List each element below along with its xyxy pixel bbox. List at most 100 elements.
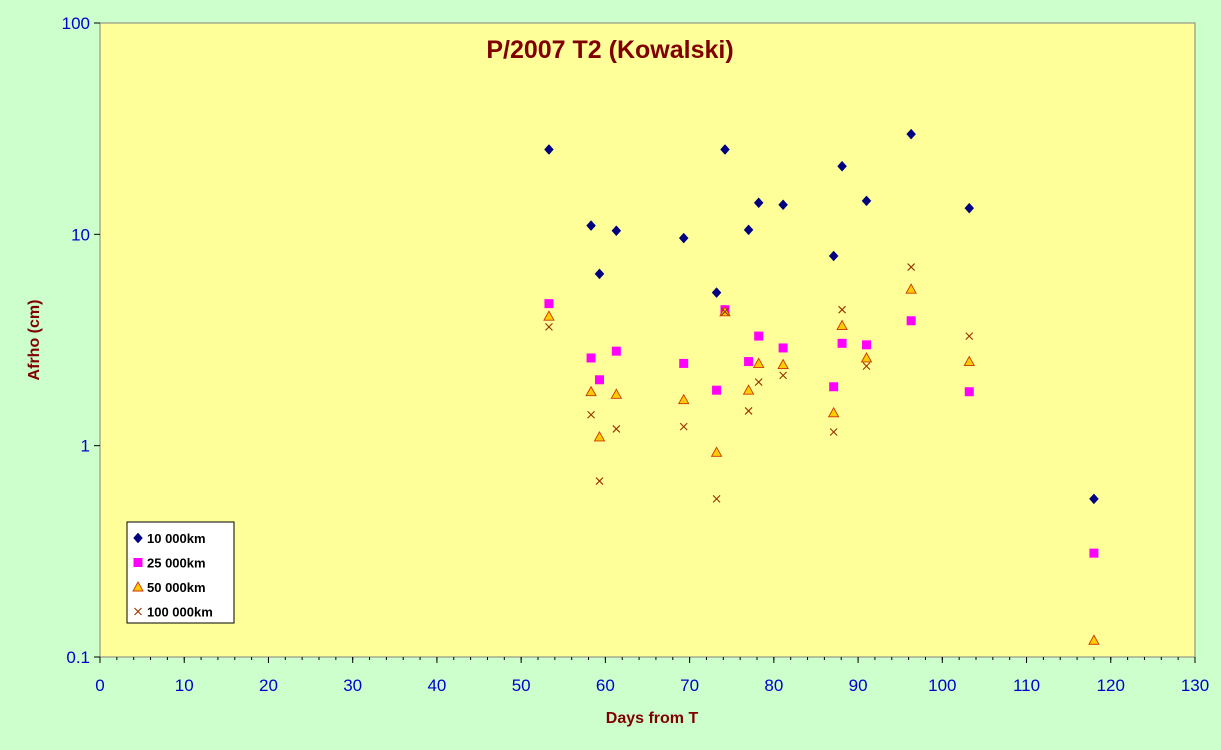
x-tick-label: 40	[427, 676, 446, 695]
data-point	[754, 331, 764, 341]
data-point	[838, 305, 846, 314]
plot-area	[99, 22, 1196, 658]
data-point	[677, 393, 690, 405]
data-point	[743, 224, 754, 236]
legend-label: 25 000km	[147, 556, 206, 571]
data-point	[778, 199, 788, 211]
x-tick-label: 120	[1097, 676, 1125, 695]
x-tick-label: 10	[175, 676, 194, 695]
series-diamond	[544, 128, 1099, 505]
data-point	[594, 268, 605, 280]
series-x	[545, 263, 974, 503]
y-tick-label: 100	[62, 14, 90, 33]
x-tick-label: 80	[764, 676, 783, 695]
legend-box	[126, 521, 235, 624]
data-point	[744, 357, 754, 367]
x-tick-label: 30	[343, 676, 362, 695]
data-point	[907, 263, 916, 271]
data-point	[1089, 548, 1099, 558]
legend-label: 100 000km	[147, 605, 213, 620]
data-point	[545, 322, 553, 331]
data-point	[906, 128, 916, 140]
data-point	[720, 144, 730, 155]
data-points	[543, 128, 1100, 645]
data-point	[906, 316, 916, 326]
x-tick-label: 70	[680, 676, 699, 695]
data-point	[742, 384, 755, 395]
legend-marker	[134, 607, 142, 616]
data-point	[543, 310, 555, 321]
y-tick-label: 0.1	[66, 648, 90, 667]
data-point	[710, 446, 723, 457]
x-tick-label: 90	[849, 676, 868, 695]
data-point	[544, 144, 554, 155]
data-point	[827, 406, 840, 418]
data-point	[861, 195, 872, 207]
x-tick-label: 50	[512, 676, 531, 695]
data-point	[594, 375, 604, 385]
data-point	[711, 287, 722, 298]
data-point	[587, 410, 595, 419]
data-point	[611, 225, 622, 237]
data-point	[965, 332, 974, 340]
data-point	[611, 346, 621, 356]
data-point	[778, 343, 788, 353]
data-point	[779, 371, 788, 380]
data-point	[1089, 493, 1099, 505]
x-tick-label: 110	[1013, 676, 1040, 695]
data-point	[612, 425, 621, 433]
data-point	[752, 357, 765, 368]
y-axis-title: Afrho (cm)	[26, 300, 43, 381]
data-point	[678, 232, 689, 244]
legend: 10 000km 25 000km 50 000km 100 000km	[126, 521, 235, 624]
data-point	[586, 220, 596, 231]
x-tick-label: 20	[259, 676, 278, 695]
data-point	[836, 319, 848, 331]
x-tick-label: 130	[1181, 676, 1209, 695]
data-point	[862, 362, 871, 370]
legend-label: 50 000km	[147, 580, 206, 595]
x-tick-label: 0	[95, 676, 104, 695]
legend-marker	[133, 558, 143, 567]
data-point	[963, 355, 976, 367]
legend-marker	[133, 532, 143, 544]
data-point	[712, 494, 721, 503]
data-point	[777, 358, 789, 370]
data-point	[744, 407, 753, 415]
data-point	[593, 430, 606, 442]
x-tick-label: 100	[928, 676, 956, 695]
data-point	[905, 283, 917, 294]
y-tick-label: 10	[71, 225, 90, 244]
data-point	[679, 422, 688, 431]
data-point	[585, 385, 597, 397]
data-point	[610, 388, 623, 399]
chart-title: P/2007 T2 (Kowalski)	[486, 36, 733, 64]
data-point	[586, 353, 596, 363]
x-axis-title: Days from T	[606, 710, 699, 727]
data-point	[1088, 634, 1100, 645]
series-triangle	[543, 283, 1100, 645]
legend-marker	[132, 581, 144, 592]
x-tick-label: 60	[596, 676, 615, 695]
data-point	[712, 385, 722, 395]
legend-label: 10 000km	[147, 531, 206, 546]
y-tick-label: 1	[81, 437, 90, 456]
data-point	[679, 358, 689, 368]
data-point	[837, 160, 847, 172]
data-point	[862, 340, 871, 350]
data-point	[754, 378, 763, 386]
data-point	[544, 299, 554, 309]
data-point	[837, 338, 847, 348]
data-point	[829, 428, 838, 436]
data-point	[753, 197, 764, 209]
data-point	[828, 250, 839, 262]
data-point	[964, 387, 974, 397]
data-point	[721, 307, 729, 316]
data-point	[860, 352, 873, 363]
data-point	[829, 382, 839, 392]
data-point	[964, 202, 975, 214]
data-point	[595, 477, 604, 485]
